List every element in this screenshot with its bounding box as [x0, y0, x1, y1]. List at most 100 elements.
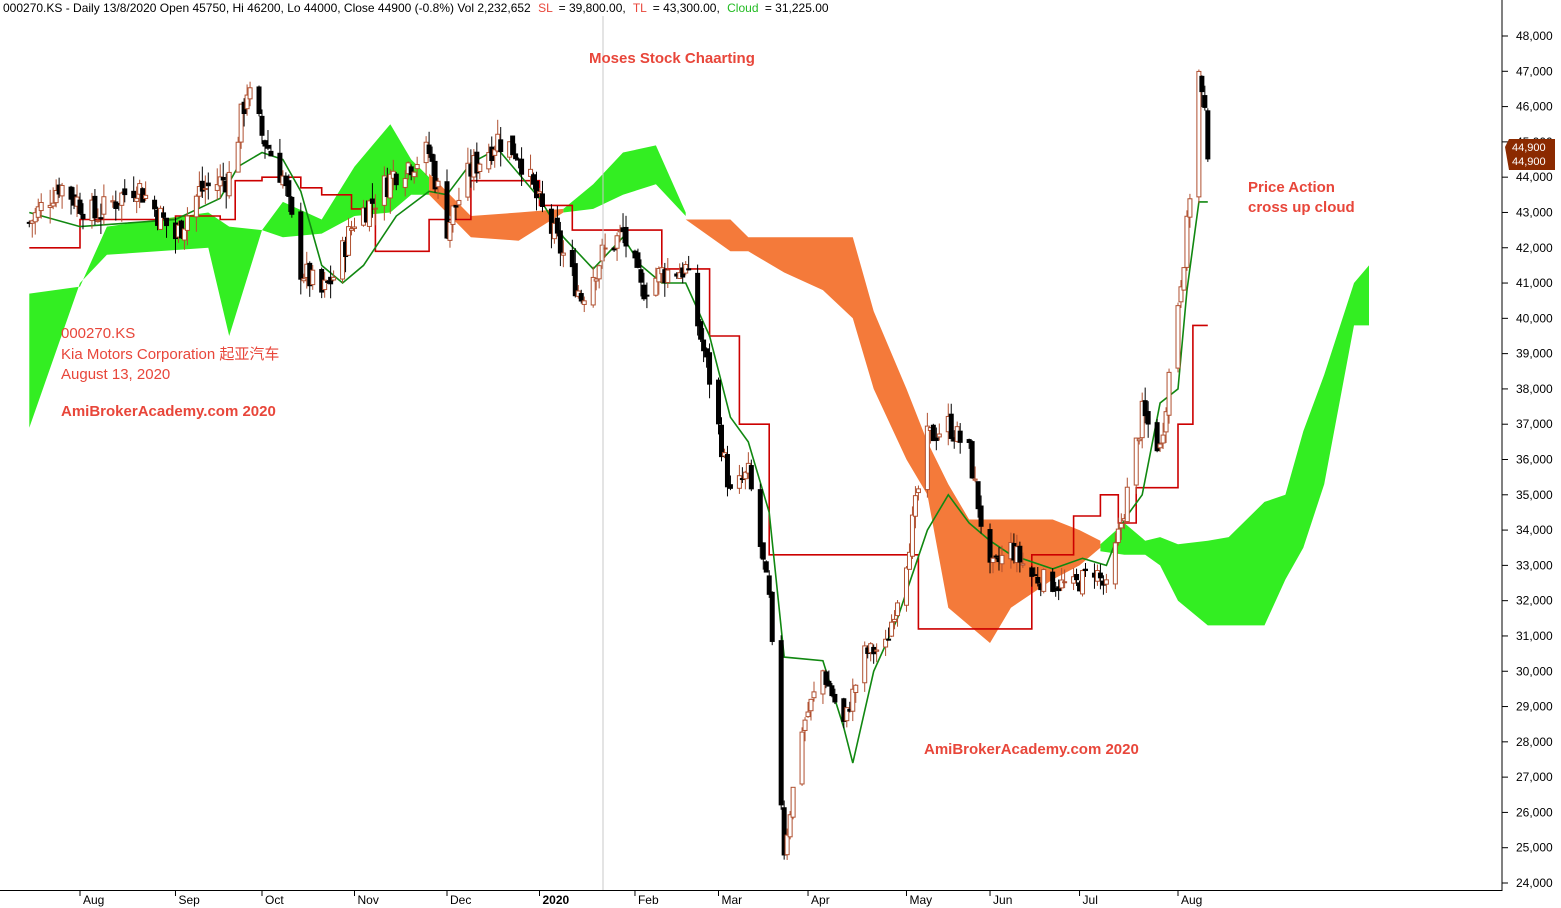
candle-body	[244, 94, 250, 110]
candle-body	[1035, 577, 1041, 584]
candle	[906, 543, 912, 570]
candle	[724, 445, 730, 497]
candle-body	[933, 437, 939, 441]
header-tl-value: = 43,300.00,	[653, 1, 720, 15]
candle	[769, 591, 775, 646]
candle-body	[718, 424, 724, 458]
y-tick-label: 48,000	[1516, 29, 1553, 43]
candle-body	[823, 671, 829, 685]
candle	[999, 545, 1005, 573]
cloud-bull-band	[1100, 265, 1369, 626]
candle	[924, 412, 930, 498]
candle-body	[1175, 305, 1181, 369]
candle-body	[158, 207, 164, 230]
candle	[247, 81, 253, 107]
candle	[1103, 573, 1109, 594]
candle	[757, 483, 763, 559]
candle-body	[554, 217, 560, 234]
candle	[492, 145, 498, 168]
x-tick-label: Feb	[638, 893, 659, 907]
candle	[238, 103, 244, 149]
candle-body	[447, 221, 453, 241]
candle-body	[143, 194, 149, 199]
candle-body	[811, 691, 817, 699]
candle	[510, 135, 516, 156]
x-tick-label: Jun	[993, 893, 1012, 907]
candle	[1020, 552, 1026, 569]
candle	[808, 698, 814, 721]
candle-body	[832, 693, 838, 703]
candle	[805, 701, 811, 718]
candle-body	[1184, 215, 1190, 268]
candle	[548, 204, 554, 249]
candle-body	[298, 211, 304, 280]
candle-body	[578, 293, 584, 302]
candle	[993, 554, 999, 560]
y-tick-label: 41,000	[1516, 276, 1553, 290]
candle-body	[769, 591, 775, 642]
candle	[244, 84, 250, 116]
candle	[134, 186, 140, 214]
candle	[453, 204, 459, 221]
candle	[1074, 568, 1080, 586]
indicator-lines-layer	[29, 147, 1208, 764]
candle-body	[528, 168, 534, 177]
candle-body	[432, 160, 438, 190]
candle	[450, 205, 456, 233]
candle-body	[429, 153, 435, 162]
candle-body	[653, 277, 659, 296]
candle	[498, 127, 504, 167]
candle-body	[474, 151, 480, 174]
candle-body	[611, 247, 617, 251]
candle	[205, 172, 211, 200]
candle-body	[909, 514, 915, 557]
candle	[1139, 392, 1145, 449]
candle	[1145, 401, 1151, 438]
y-tick-label: 33,000	[1516, 558, 1553, 572]
candle-body	[477, 163, 483, 173]
candle-body	[548, 208, 554, 234]
candle-body	[1187, 198, 1193, 218]
candle-body	[217, 176, 223, 187]
candle-body	[778, 640, 784, 806]
candle-body	[695, 272, 701, 327]
candle-body	[1199, 75, 1205, 93]
x-tick-label: May	[909, 893, 932, 907]
y-axis-ticks: 24,000 25,000 26,000 27,000 28,000 29,000 30,0…	[1502, 29, 1553, 890]
candle-body	[328, 276, 334, 285]
chart-title: Moses Stock Chaarting	[589, 50, 755, 67]
candle-body	[50, 202, 56, 207]
candle	[644, 282, 650, 309]
candle	[826, 670, 832, 687]
candle	[536, 187, 542, 197]
candle-body	[289, 196, 295, 215]
candle-body	[1062, 581, 1068, 584]
candle	[641, 272, 647, 301]
candle-body	[915, 488, 921, 494]
candle	[727, 475, 733, 491]
candle	[656, 266, 662, 295]
candle	[736, 464, 742, 494]
candle	[50, 187, 56, 210]
candle	[1112, 533, 1118, 590]
candle	[1083, 562, 1089, 577]
candle	[760, 542, 766, 570]
candle	[158, 205, 164, 230]
candle	[220, 162, 226, 193]
candle-body	[331, 276, 337, 281]
candle-body	[957, 430, 963, 443]
candle	[328, 265, 334, 299]
candle-body	[644, 294, 650, 297]
candle-body	[930, 424, 936, 442]
candle-body	[301, 278, 307, 282]
candle-body	[853, 684, 859, 693]
candle	[1142, 387, 1148, 424]
candle	[181, 228, 187, 250]
candle-body	[850, 688, 856, 712]
candle	[572, 248, 578, 298]
candle-body	[844, 707, 850, 722]
candle-body	[829, 685, 835, 697]
candle-body	[978, 505, 984, 527]
candle-body	[393, 173, 399, 186]
candle	[161, 206, 167, 220]
